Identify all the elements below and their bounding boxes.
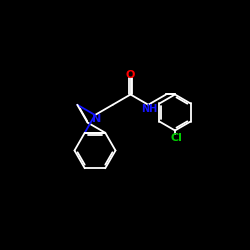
- Text: NH: NH: [142, 104, 158, 114]
- Text: Cl: Cl: [170, 133, 182, 143]
- Text: O: O: [126, 70, 135, 80]
- Text: N: N: [92, 114, 101, 124]
